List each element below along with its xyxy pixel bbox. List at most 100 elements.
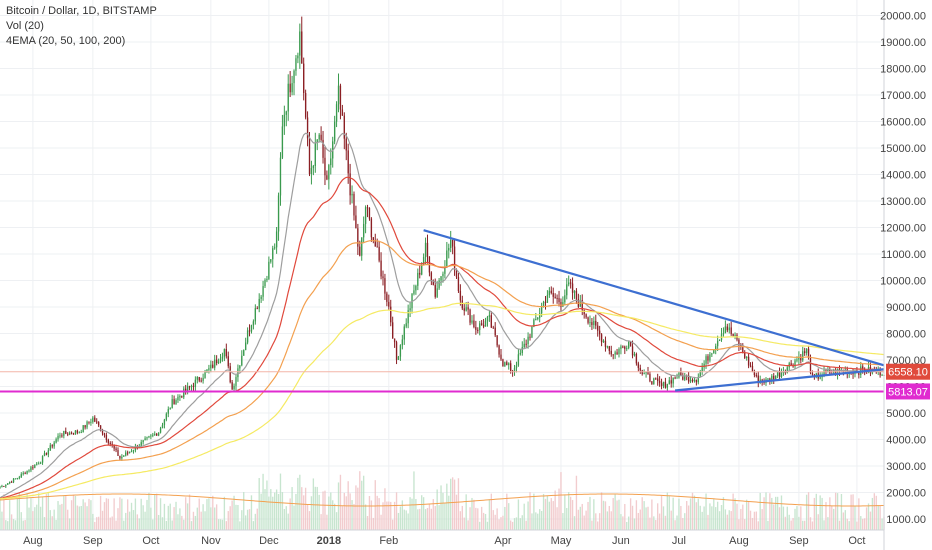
volume-bar — [212, 495, 214, 530]
candle-body — [693, 379, 696, 382]
candle-body — [16, 477, 19, 479]
volume-bar — [546, 495, 549, 530]
candle-body — [310, 168, 313, 174]
candle-body — [484, 321, 487, 327]
volume-bar — [217, 519, 220, 530]
ascending-support-trendline[interactable] — [674, 368, 885, 392]
candle-body — [430, 272, 433, 281]
volume-bar — [368, 496, 371, 530]
candle-body — [649, 374, 651, 382]
volume-bar — [233, 495, 235, 530]
support-price-badge[interactable] — [886, 383, 930, 400]
volume-bar — [773, 504, 775, 530]
candle-body — [248, 330, 251, 332]
candle-body — [148, 436, 150, 438]
volume-bar — [5, 520, 7, 530]
candle-body — [403, 326, 405, 340]
candle-body — [101, 431, 104, 434]
volume-bar — [479, 521, 481, 530]
legend-volume[interactable]: Vol (20) — [6, 20, 44, 32]
candle-body — [747, 356, 750, 366]
candle-body — [233, 385, 235, 390]
candle-body — [691, 379, 694, 382]
price-tick-label: 3000.00 — [886, 461, 926, 473]
candle-body — [227, 356, 229, 367]
candle-body — [341, 109, 344, 116]
candle-body — [335, 104, 338, 122]
volume-bar — [664, 515, 667, 530]
volume-bar — [388, 501, 390, 530]
volume-bar — [575, 475, 578, 530]
candle-body — [550, 290, 552, 293]
price-axis[interactable]: 1000.002000.003000.004000.005000.006000.… — [880, 0, 930, 550]
candle-body — [591, 322, 593, 326]
volume-bar — [784, 516, 787, 530]
volume-bar — [384, 488, 386, 530]
volume-bar — [804, 520, 806, 530]
volume-bar — [537, 513, 539, 530]
candle-body — [67, 433, 69, 435]
candle-body — [682, 375, 684, 380]
volume-bar — [473, 499, 475, 530]
volume-bar — [63, 495, 65, 530]
volume-bar — [641, 497, 643, 530]
candle-body — [80, 432, 82, 434]
volume-bar — [517, 499, 520, 530]
legend-symbol[interactable]: Bitcoin / Dollar, 1D, BITSTAMP — [6, 5, 157, 17]
candle-body — [18, 477, 21, 479]
descending-resistance-trendline[interactable] — [423, 229, 885, 367]
volume-bar — [571, 500, 574, 530]
volume-bar — [629, 498, 632, 530]
candle-body — [622, 346, 624, 348]
candle-body — [438, 280, 440, 289]
time-tick-label: Sep — [83, 535, 103, 547]
legend-ema[interactable]: 4EMA (20, 50, 100, 200) — [6, 35, 126, 47]
candle-body — [705, 356, 707, 364]
volume-bar — [132, 510, 135, 530]
candle-body — [163, 419, 166, 425]
volume-bar — [705, 493, 707, 530]
last-price-badge[interactable] — [886, 363, 930, 380]
price-tick-label: 17000.00 — [880, 90, 926, 102]
candle-body — [82, 425, 84, 433]
candle-body — [463, 308, 465, 311]
volume-bar — [668, 496, 670, 530]
candle-body — [63, 430, 65, 436]
candle-body — [388, 301, 390, 307]
candle-body — [471, 320, 473, 323]
candle-body — [519, 352, 522, 355]
volume-bar — [639, 509, 641, 530]
candle-body — [782, 371, 785, 373]
candle-body — [742, 345, 744, 353]
candle-body — [432, 280, 434, 285]
candle-body — [465, 307, 467, 311]
volume-bar — [99, 495, 102, 530]
candle-body — [304, 93, 307, 118]
candle-body — [862, 366, 864, 370]
volume-bar — [260, 493, 262, 530]
candle-body — [34, 464, 36, 468]
volume-bar — [726, 514, 728, 530]
volume-bar — [355, 485, 357, 530]
candle-body — [105, 435, 108, 440]
drawings[interactable] — [0, 229, 885, 393]
candle-body — [415, 285, 417, 291]
candle-body — [419, 272, 421, 275]
candle-body — [88, 421, 90, 423]
candle-body — [165, 413, 168, 420]
candle-body — [214, 359, 216, 368]
candle-body — [28, 470, 30, 472]
volume-bar — [28, 507, 30, 530]
volume-bar — [303, 495, 305, 530]
volume-bar — [798, 516, 800, 530]
volume-bar — [0, 498, 1, 530]
volume-bar — [564, 494, 566, 530]
candle-body — [74, 430, 77, 435]
candle-body — [355, 215, 357, 229]
volume-bar — [618, 499, 620, 530]
time-axis[interactable]: Aug Sep Oct Nov Dec 2018 Feb Apr May Jun Jul Aug Sep… — [0, 529, 884, 547]
candle-body — [684, 375, 686, 380]
volume-bar — [444, 502, 446, 530]
candle-body — [202, 377, 204, 381]
